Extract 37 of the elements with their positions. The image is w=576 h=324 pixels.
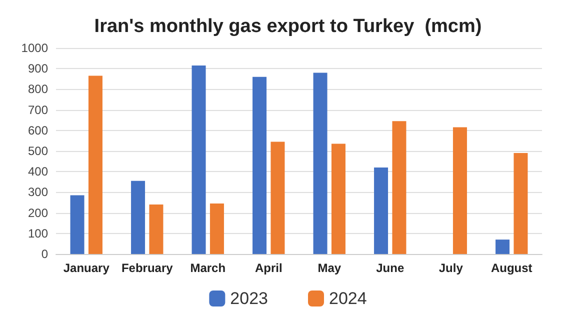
x-tick-label: June xyxy=(376,261,404,275)
y-tick-label: 200 xyxy=(28,206,48,220)
y-tick-label: 100 xyxy=(28,226,48,240)
y-tick-label: 500 xyxy=(28,144,48,158)
x-tick-label: February xyxy=(121,261,174,275)
bar xyxy=(70,195,84,254)
legend-label: 2024 xyxy=(329,289,367,308)
bar xyxy=(88,76,102,254)
y-tick-label: 400 xyxy=(28,164,48,179)
bar xyxy=(131,180,146,254)
bar xyxy=(210,204,224,254)
y-tick-label: 700 xyxy=(28,102,48,117)
x-tick-label: May xyxy=(318,261,342,275)
bar xyxy=(270,142,285,254)
bar xyxy=(514,153,528,254)
bar xyxy=(192,66,206,254)
x-tick-label: July xyxy=(438,261,464,275)
bar xyxy=(313,72,328,254)
x-tick-label: January xyxy=(63,261,110,275)
chart-title: Iran's monthly gas export to Turkey (mcm) xyxy=(94,16,482,37)
x-tick-label: March xyxy=(190,261,226,275)
bar xyxy=(149,204,164,254)
y-tick-label: 900 xyxy=(28,62,48,76)
y-tick-label: 300 xyxy=(28,185,48,200)
y-tick-label: 1000 xyxy=(21,41,48,55)
bar xyxy=(496,240,510,254)
y-tick-label: 600 xyxy=(28,123,48,138)
bar xyxy=(452,127,467,254)
bar xyxy=(374,167,388,254)
x-tick-label: August xyxy=(490,261,532,275)
x-tick-label: April xyxy=(254,261,282,275)
y-tick-label: 0 xyxy=(41,247,48,261)
bar xyxy=(331,144,346,254)
bar xyxy=(392,121,406,254)
bar xyxy=(252,76,267,254)
y-tick-label: 800 xyxy=(28,82,48,96)
legend-label: 2023 xyxy=(230,289,268,308)
